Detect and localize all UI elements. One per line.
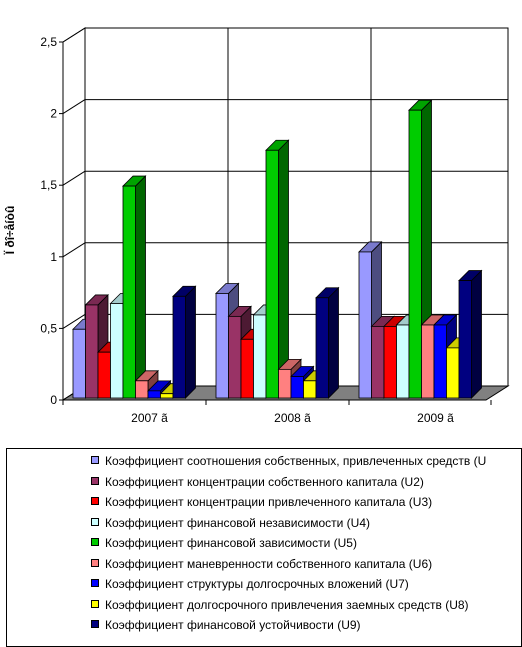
- bar-9-3: [458, 269, 483, 399]
- bars: [72, 99, 483, 399]
- legend-swatch: [91, 517, 99, 526]
- legend-label: Коэффициент долгосрочного привлечения за…: [105, 597, 469, 612]
- bar-9-1: [172, 285, 197, 399]
- legend-label: Коэффициент финансовой зависимости (U5): [105, 536, 357, 550]
- legend-swatch: [91, 456, 99, 464]
- bar-chart: 0 0,5 1 1,5 2 2,5 2007 ã 2008 ã 2009 ã Ï ðî÷åíò…: [2, 27, 510, 425]
- legend: Коэффициент соотношения собственных, при…: [6, 448, 522, 647]
- bar-9-2: [315, 286, 340, 399]
- plot-walls: [61, 27, 510, 401]
- x-tick-label: 2009 ã: [417, 411, 454, 425]
- y-axis-label: Ï ðî÷åíòû: [2, 206, 17, 256]
- legend-swatch: [91, 558, 99, 567]
- legend-label: Коэффициент финансовой независимости (U4…: [105, 515, 370, 530]
- legend-label: Коэффициент структуры долгосрочных вложе…: [105, 577, 409, 591]
- legend-swatch: [91, 579, 99, 587]
- y-tick-label: 1: [50, 250, 57, 264]
- legend-swatch: [91, 620, 99, 628]
- y-tick-label: 2: [50, 107, 57, 121]
- x-tick-label: 2007 ã: [131, 411, 168, 425]
- legend-swatch: [91, 599, 99, 608]
- y-tick-label: 1,5: [40, 178, 57, 192]
- legend-swatch: [91, 538, 99, 546]
- x-tick-label: 2008 ã: [274, 411, 311, 425]
- y-tick-label: 0: [50, 393, 57, 407]
- y-tick-label: 0,5: [40, 321, 57, 335]
- x-axis-ticks: 2007 ã 2008 ã 2009 ã: [62, 400, 492, 425]
- legend-label: Коэффициент финансовой устойчивости (U9): [105, 618, 361, 632]
- y-axis-ticks: 0 0,5 1 1,5 2 2,5: [40, 35, 64, 407]
- legend-swatch: [91, 476, 99, 485]
- legend-label: Коэффициент концентрации привлеченного к…: [105, 495, 433, 509]
- bar-5-1: [122, 175, 147, 399]
- legend-label: Коэффициент соотношения собственных, при…: [105, 454, 487, 468]
- legend-label: Коэффициент концентрации собственного ка…: [105, 474, 424, 489]
- y-tick-label: 2,5: [40, 35, 57, 49]
- legend-label: Коэффициент маневренности собственного к…: [105, 556, 433, 571]
- legend-swatch: [91, 497, 99, 505]
- bar-5-2: [265, 139, 290, 399]
